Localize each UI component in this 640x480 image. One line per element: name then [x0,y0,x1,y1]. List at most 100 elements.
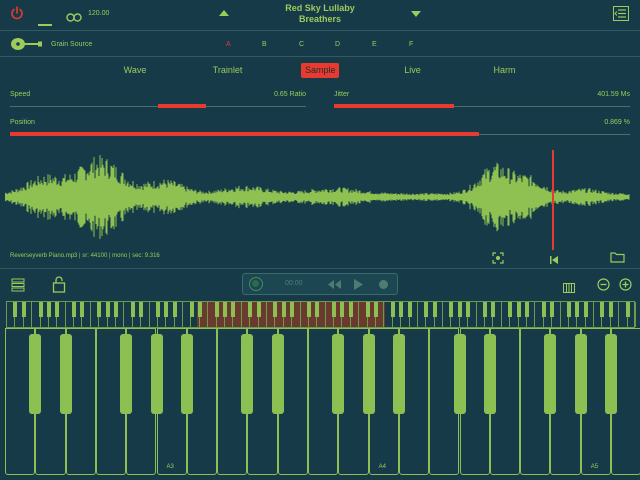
folder-button[interactable] [610,250,625,268]
black-key[interactable] [241,334,254,414]
tempo-value[interactable]: 120.00 [88,10,110,17]
lock-button[interactable] [52,276,66,298]
black-key[interactable] [483,334,496,414]
menu-button[interactable] [613,6,629,26]
jitter-value: 401.59 Ms [597,91,630,98]
source-slot-a[interactable]: A [226,41,231,48]
overview-black-key [541,302,546,317]
black-key[interactable] [120,334,133,414]
black-key[interactable] [332,334,345,414]
overview-black-key [407,302,412,317]
black-key[interactable] [544,334,557,414]
keyboard-overview[interactable] [6,301,636,328]
overview-black-key [97,302,102,317]
record-toggle-button[interactable] [249,277,263,291]
focus-icon [492,252,504,264]
black-key[interactable] [605,334,617,414]
overview-black-key [566,302,571,317]
focus-button[interactable] [492,251,504,269]
stack-button[interactable] [11,278,25,297]
transport-bar: 00:00 [242,273,398,295]
overview-white-key [317,302,326,327]
play-icon[interactable] [354,279,363,290]
wave-divider [0,268,640,269]
overview-black-key [374,302,378,317]
preset-prev-arrow-icon[interactable] [219,10,229,16]
preset-name-line2[interactable]: Breathers [298,14,342,24]
source-slot-d[interactable]: D [335,41,341,48]
tab-harm[interactable]: Harm [493,65,516,75]
overview-white-key [552,302,561,327]
jitter-label: Jitter [334,91,350,98]
tab-sample[interactable]: Sample [301,63,339,78]
overview-white-key [586,302,595,327]
overview-black-key [290,302,295,317]
power-icon [11,6,23,20]
zoom-out-button[interactable] [597,278,610,296]
playhead-marker[interactable] [552,150,554,250]
rewind-icon[interactable] [328,280,341,289]
top-bar: 120.00 Red Sky Lullaby Breathers [0,0,640,30]
overview-black-key [365,302,370,317]
source-slot-c[interactable]: C [299,41,305,48]
overview-black-key [466,302,471,317]
key-label: A4 [378,464,386,470]
preset-name-line1[interactable]: Red Sky Lullaby [285,3,355,13]
keyboard-layout-button[interactable] [563,280,575,298]
overview-black-key [315,302,320,317]
overview-black-key [164,302,169,317]
black-key[interactable] [574,334,587,414]
plus-circle-icon [619,278,632,291]
black-key[interactable] [59,334,72,414]
position-slider-fill[interactable] [10,132,479,136]
overview-black-key [114,302,119,317]
preset-next-arrow-icon[interactable] [411,11,421,17]
overview-black-key [550,302,555,317]
speed-value: 0.65 Ratio [274,91,306,98]
jitter-slider-track[interactable] [334,106,630,107]
tab-trainlet[interactable]: Trainlet [212,65,243,75]
skip-start-button[interactable] [549,252,559,270]
overview-black-key [197,302,202,317]
black-key[interactable] [271,334,284,414]
overview-white-key [351,302,360,327]
zoom-in-button[interactable] [619,278,632,296]
record-dot-icon [252,280,259,287]
overview-white-key [82,302,91,327]
overview-black-key [248,302,253,317]
overview-white-key [628,302,636,327]
black-key[interactable] [362,334,375,414]
sample-info: Reverseyverb Piano.mp3 | sr: 44100 | mon… [10,253,160,259]
black-key[interactable] [453,334,466,414]
black-key[interactable] [150,334,163,414]
speed-slider-fill[interactable] [158,104,206,108]
source-slot-f[interactable]: F [409,41,414,48]
piano-keyboard[interactable]: A3 A4 A5 [5,328,640,475]
jitter-slider-fill[interactable] [334,104,454,108]
overview-white-key [24,302,33,327]
source-slot-e[interactable]: E [372,41,377,48]
overview-black-key [105,302,110,317]
black-key[interactable] [180,334,193,414]
overview-white-key [141,302,150,327]
tab-live[interactable]: Live [404,65,421,75]
link-button[interactable] [66,9,82,27]
minus-circle-icon [597,278,610,291]
overview-black-key [399,302,404,317]
key-label: A3 [166,464,174,470]
overview-black-key [575,302,580,317]
power-button[interactable] [10,6,24,25]
overview-black-key [306,302,311,317]
waveform-display[interactable] [5,140,630,255]
top-divider [0,30,640,31]
overview-white-key [292,302,301,327]
source-slot-b[interactable]: B [262,41,267,48]
tab-wave[interactable]: Wave [123,65,147,75]
folder-icon [610,252,625,263]
record-icon[interactable] [379,280,388,289]
black-key[interactable] [392,334,405,414]
overview-black-key [172,302,177,317]
overview-white-key [259,302,267,327]
black-key[interactable] [29,334,42,414]
overview-black-key [600,302,605,317]
